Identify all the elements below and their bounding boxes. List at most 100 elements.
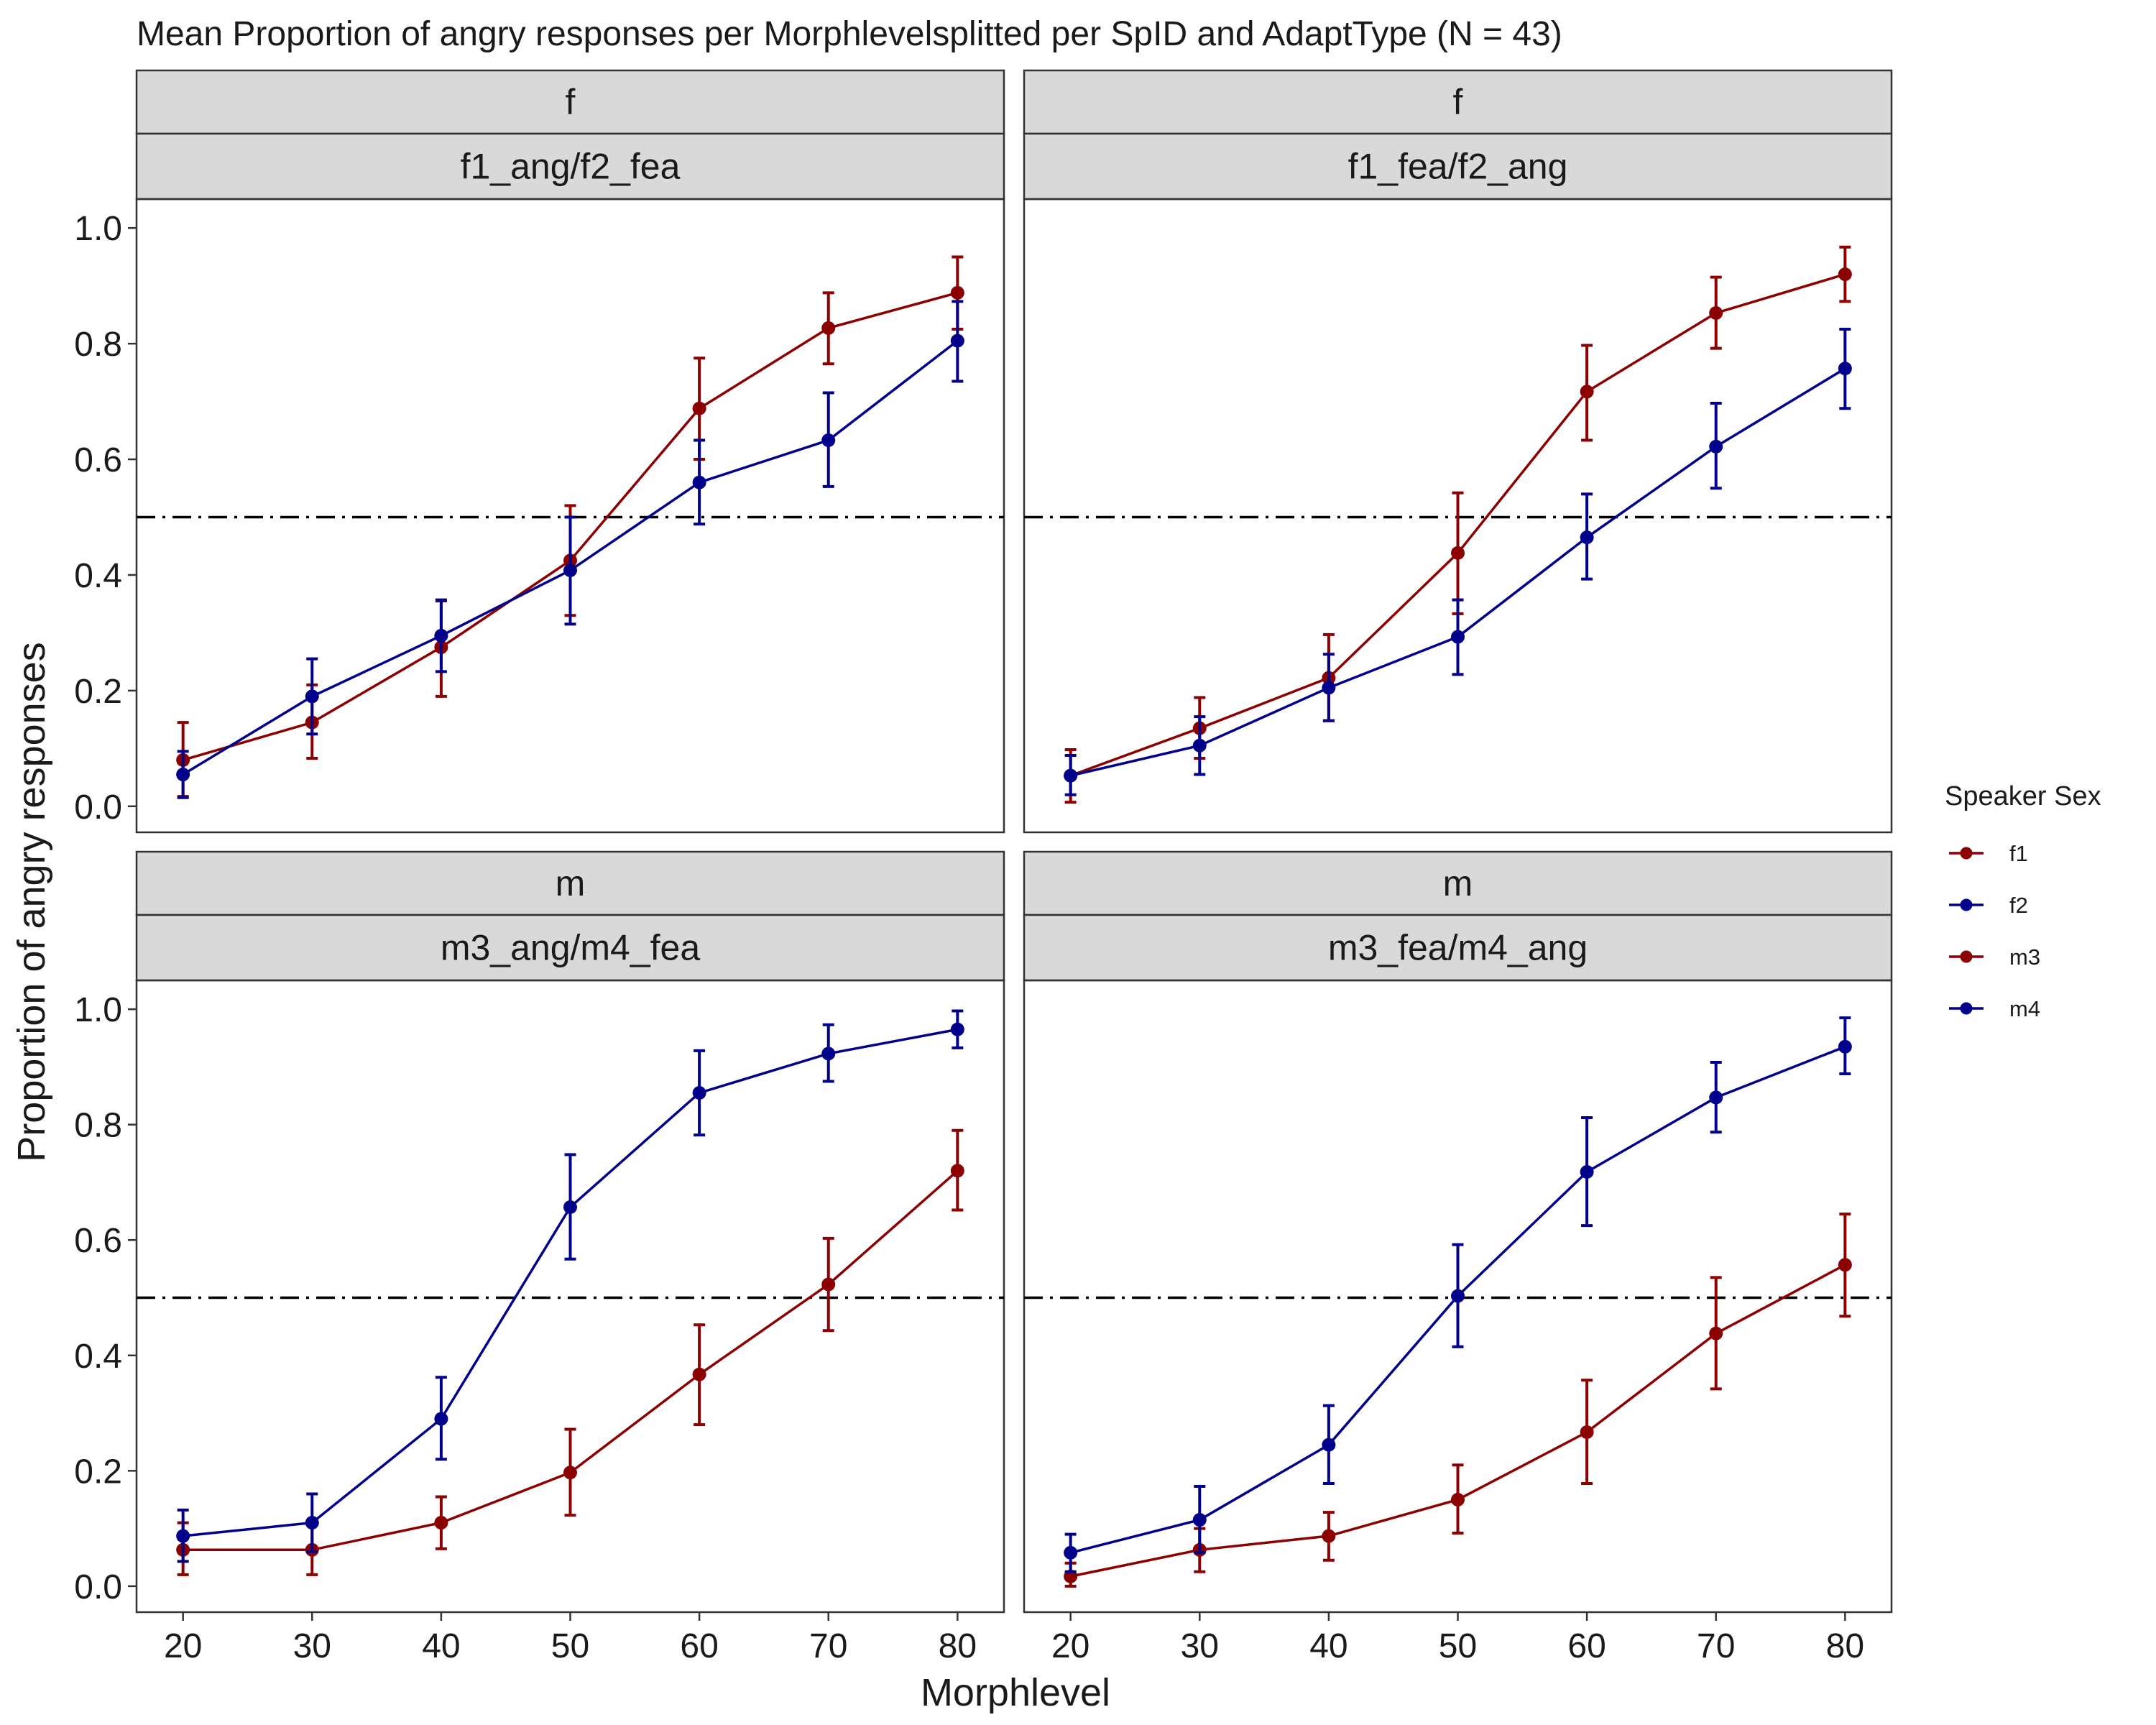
series-f2 — [1064, 328, 1852, 796]
legend-key-point — [1960, 898, 1973, 911]
data-point — [692, 1367, 706, 1381]
facet-panel: m m3_fea/m4_ang — [1023, 850, 1893, 1614]
y-tick-label: 0.2 — [74, 673, 122, 711]
x-tick-label: 50 — [1439, 1627, 1477, 1665]
strip-top-box — [1023, 850, 1893, 916]
data-point — [1192, 738, 1207, 753]
data-point — [176, 768, 190, 782]
legend-key-point — [1960, 847, 1973, 860]
y-tick-label: 1.0 — [74, 991, 122, 1029]
strip-top-label: f — [566, 82, 576, 122]
x-tick-label: 80 — [939, 1627, 977, 1665]
strip-bottom-box — [1023, 914, 1893, 982]
data-point — [1580, 1165, 1594, 1179]
y-tick-label: 0.4 — [74, 1338, 122, 1376]
data-point — [1322, 1438, 1336, 1452]
strip-bottom-label: f1_ang/f2_fea — [461, 147, 681, 187]
y-tick-label: 0.8 — [74, 326, 122, 364]
data-point — [1709, 439, 1723, 454]
x-tick-label: 20 — [164, 1627, 202, 1665]
data-point — [305, 689, 319, 704]
x-tick-label: 20 — [1051, 1627, 1089, 1665]
data-point — [821, 1277, 836, 1292]
series-m4 — [176, 1009, 964, 1563]
legend-label: m4 — [2009, 996, 2040, 1021]
strip-bottom-box — [135, 914, 1005, 982]
strip-bottom-label: m3_ang/m4_fea — [441, 928, 701, 968]
data-point — [1451, 630, 1465, 644]
data-point — [1580, 530, 1594, 545]
legend-item-m4: m4 — [1949, 996, 2040, 1021]
data-point — [692, 1086, 706, 1100]
data-point — [1451, 1492, 1465, 1506]
data-point — [950, 334, 964, 348]
data-point — [950, 1022, 964, 1036]
data-point — [563, 1200, 577, 1214]
data-point — [950, 285, 964, 300]
data-point — [434, 1516, 448, 1530]
data-point — [1064, 768, 1078, 783]
data-point — [434, 628, 448, 643]
series-f1 — [1064, 245, 1852, 804]
legend-item-f1: f1 — [1949, 841, 2028, 866]
plot-border — [1023, 198, 1893, 834]
y-axis-title: Proportion of angry responses — [10, 642, 53, 1162]
data-point — [1709, 1090, 1723, 1105]
strip-top-label: f — [1453, 82, 1463, 122]
y-tick-label: 0.2 — [74, 1453, 122, 1491]
data-point — [176, 1529, 190, 1543]
data-point — [1838, 267, 1852, 282]
strip-bottom-box — [135, 132, 1005, 201]
data-point — [434, 1412, 448, 1426]
facet-panel: m m3_ang/m4_fea 0.0 0.2 0.4 0.6 0.8 1.0 — [74, 850, 1005, 1614]
legend: Speaker Sex f1 f2 m3 m4 — [1945, 781, 2101, 1021]
facet-panel: f f1_ang/f2_fea 0.0 0.2 0.4 0.6 0.8 1.0 — [74, 69, 1005, 834]
data-point — [1838, 1039, 1852, 1054]
x-tick-label: 30 — [293, 1627, 331, 1665]
data-point — [563, 1466, 577, 1480]
strip-top-label: m — [1443, 863, 1473, 903]
data-point — [821, 1046, 836, 1061]
legend-label: m3 — [2009, 944, 2040, 970]
data-point — [1451, 546, 1465, 560]
x-tick-label: 40 — [1309, 1627, 1348, 1665]
strip-top-label: m — [556, 863, 586, 903]
x-tick-label: 60 — [680, 1627, 718, 1665]
strip-bottom-box — [1023, 132, 1893, 201]
facet-panels: f f1_ang/f2_fea 0.0 0.2 0.4 0.6 0.8 1.0 f f1_fea/… — [74, 69, 1893, 1614]
data-point — [692, 401, 706, 415]
data-point — [692, 475, 706, 489]
plot-border — [135, 198, 1005, 834]
legend-item-f2: f2 — [1949, 893, 2028, 918]
data-point — [1709, 1326, 1723, 1340]
y-tick-label: 0.0 — [74, 788, 122, 827]
data-point — [1322, 681, 1336, 695]
strip-top-box — [135, 69, 1005, 135]
x-tick-label: 70 — [1697, 1627, 1735, 1665]
data-point — [821, 433, 836, 448]
strip-bottom-label: m3_fea/m4_ang — [1328, 928, 1588, 968]
legend-item-m3: m3 — [1949, 944, 2040, 970]
legend-label: f2 — [2009, 893, 2028, 918]
plot-border — [135, 979, 1005, 1614]
chart-title: Mean Proportion of angry responses per M… — [137, 15, 1562, 53]
x-tick-label: 40 — [422, 1627, 460, 1665]
x-axis: 20 30 40 50 60 70 80 20 30 40 50 60 70 80 — [164, 1612, 1864, 1665]
data-point — [950, 1164, 964, 1178]
data-point — [1192, 1513, 1207, 1527]
legend-key-point — [1960, 950, 1973, 963]
data-point — [1838, 362, 1852, 376]
y-tick-label: 1.0 — [74, 210, 122, 248]
x-tick-label: 80 — [1826, 1627, 1864, 1665]
legend-label: f1 — [2009, 841, 2028, 866]
series-f2 — [176, 300, 964, 799]
y-tick-label: 0.6 — [74, 441, 122, 479]
data-point — [563, 564, 577, 578]
data-point — [1451, 1289, 1465, 1303]
x-tick-label: 50 — [551, 1627, 589, 1665]
data-point — [1064, 1545, 1078, 1560]
data-point — [1709, 305, 1723, 320]
data-point — [1838, 1258, 1852, 1272]
x-axis-title: Morphlevel — [921, 1671, 1110, 1714]
data-point — [1580, 385, 1594, 399]
